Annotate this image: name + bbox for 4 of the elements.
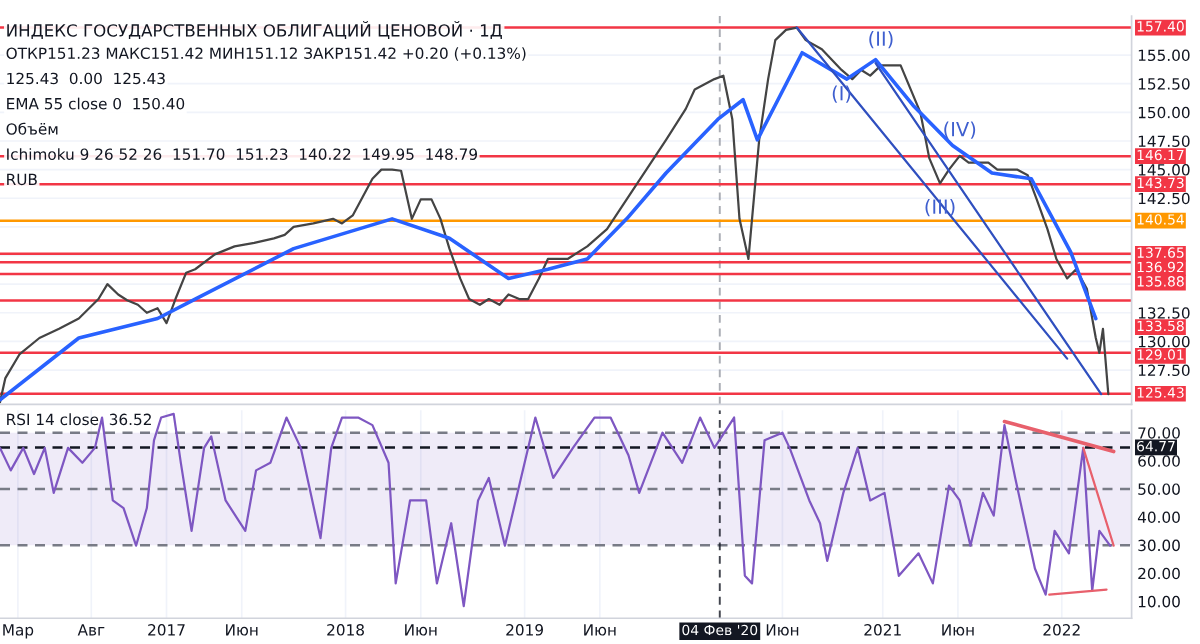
chart-title: ИНДЕКС ГОСУДАРСТВЕННЫХ ОБЛИГАЦИЙ ЦЕНОВОЙ · 1Д [7, 21, 502, 40]
annotation: (IV) [944, 121, 976, 139]
annotation: (I) [832, 85, 851, 103]
annotation: (II) [869, 30, 893, 49]
